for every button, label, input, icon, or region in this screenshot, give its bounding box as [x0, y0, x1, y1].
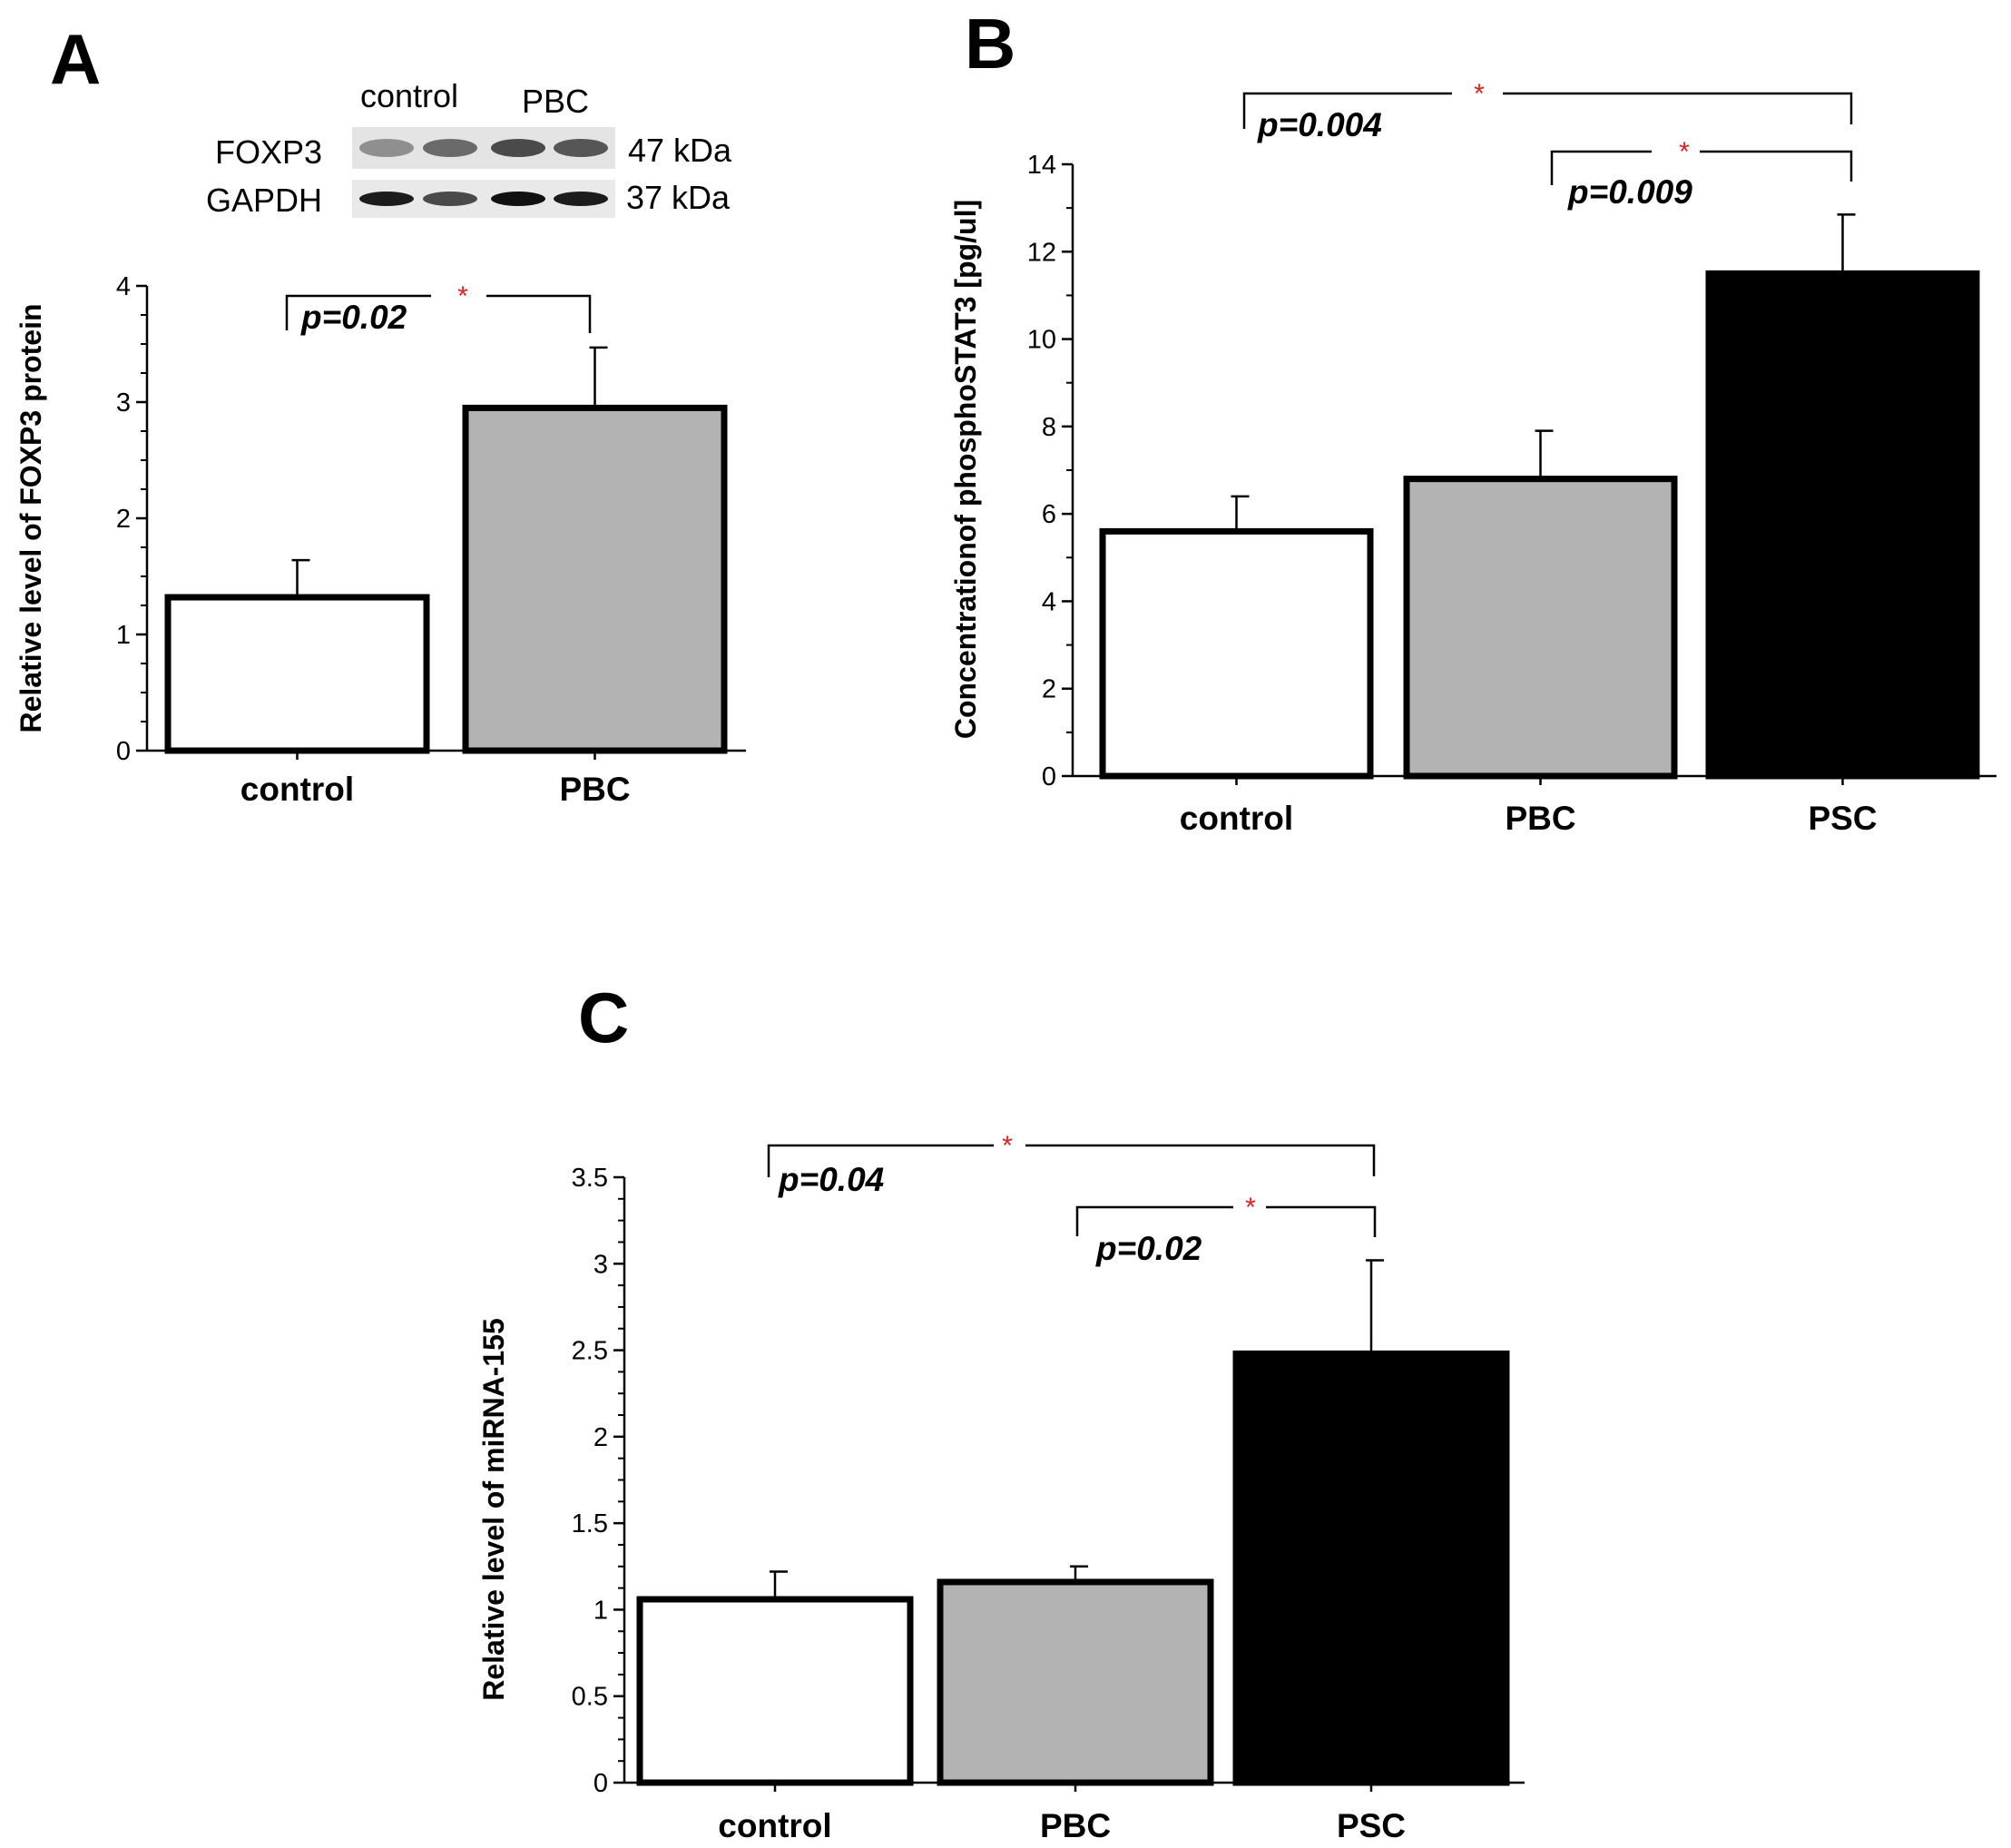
category-label-psc-b: PSC — [1808, 800, 1877, 837]
panel-label-b: B — [965, 4, 1015, 84]
blot-band-foxp3-4 — [554, 139, 608, 157]
y-tick-label-c: 2.5 — [572, 1337, 608, 1366]
y-tick-label-a: 0 — [116, 737, 131, 766]
category-label-control-b: control — [1180, 800, 1293, 837]
blot-band-foxp3-2 — [423, 139, 477, 157]
significance-bracket-c-2 — [1075, 1205, 1377, 1237]
y-tick-label-c: 0.5 — [572, 1683, 608, 1712]
y-tick-label-c: 3 — [593, 1250, 608, 1279]
significance-bracket-b-2 — [1550, 150, 1853, 185]
y-tick-label-b: 4 — [1042, 587, 1056, 616]
panel-label-c: C — [578, 978, 629, 1057]
blot-size-foxp3: 47 kDa — [628, 132, 732, 169]
y-tick-label-b: 10 — [1027, 326, 1056, 355]
blot-lane-label-pbc: PBC — [522, 83, 589, 120]
chart-panel-a: 0 1 2 3 4 Relative level of FOXP3 protein cont… — [15, 272, 746, 808]
y-axis-label-b: Concentrationof phosphoSTAT3 [pg/ul] — [949, 200, 982, 739]
chart-panel-b: 0 2 4 6 8 10 12 14 Concentrationof phosphoSTAT3 … — [949, 79, 1996, 837]
y-axis-label-a: Relative level of FOXP3 protein — [15, 303, 47, 732]
p-value-c-1: p=0.04 — [778, 1161, 884, 1198]
blot-band-foxp3-1 — [359, 139, 414, 157]
significance-star-c-1: * — [1002, 1131, 1013, 1161]
significance-bracket-a-1 — [285, 294, 592, 333]
y-tick-label-b: 14 — [1027, 151, 1056, 180]
y-tick-label-c: 3.5 — [572, 1164, 608, 1193]
significance-star-b-1: * — [1474, 79, 1485, 109]
category-label-psc-c: PSC — [1337, 1807, 1406, 1844]
p-value-b-1: p=0.004 — [1257, 106, 1382, 143]
panel-label-a: A — [50, 19, 101, 99]
bar-control-c — [636, 1596, 914, 1786]
bar-psc-b — [1705, 270, 1980, 780]
blot-row-label-gapdh: GAPDH — [206, 182, 322, 219]
category-label-pbc-b: PBC — [1505, 800, 1575, 837]
y-tick-label-c: 0 — [593, 1769, 608, 1798]
significance-star-b-2: * — [1679, 137, 1690, 167]
p-value-b-2: p=0.009 — [1567, 173, 1692, 211]
bar-pbc-a — [462, 404, 728, 754]
y-tick-label-c: 1.5 — [572, 1509, 608, 1538]
p-value-c-2: p=0.02 — [1095, 1230, 1202, 1267]
blot-band-gapdh-2 — [423, 192, 477, 206]
y-tick-label-a: 4 — [116, 272, 131, 301]
significance-bracket-c-1 — [767, 1144, 1376, 1177]
y-tick-label-a: 3 — [116, 388, 131, 418]
blot-size-gapdh: 37 kDa — [626, 179, 731, 216]
p-value-a-1: p=0.02 — [300, 299, 407, 336]
blot-row-label-foxp3: FOXP3 — [215, 133, 322, 171]
category-label-control-a: control — [240, 771, 354, 808]
y-tick-label-b: 12 — [1027, 238, 1056, 267]
category-label-pbc-a: PBC — [559, 771, 630, 808]
significance-star-a-1: * — [457, 281, 468, 311]
bar-psc-c — [1232, 1350, 1510, 1786]
y-tick-label-b: 6 — [1042, 500, 1056, 529]
bar-pbc-b — [1403, 476, 1678, 780]
bar-pbc-c — [937, 1578, 1214, 1786]
category-label-control-c: control — [718, 1807, 831, 1844]
bar-control-a — [164, 594, 430, 754]
y-tick-label-b: 2 — [1042, 675, 1056, 704]
y-axis-label-c: Relative level of miRNA-155 — [477, 1318, 510, 1701]
y-tick-label-c: 2 — [593, 1423, 608, 1452]
blot-bands — [359, 139, 608, 206]
chart-panel-c: 0 0.5 1 1.5 2 2.5 3 3.5 Relative level of miRNA-… — [477, 1131, 1525, 1844]
blot-band-gapdh-3 — [491, 192, 545, 206]
significance-bracket-b-1 — [1242, 92, 1853, 129]
blot-band-gapdh-1 — [359, 192, 414, 206]
y-tick-label-a: 1 — [116, 621, 131, 650]
blot-band-gapdh-4 — [554, 192, 608, 206]
bar-control-b — [1099, 527, 1374, 780]
y-tick-label-c: 1 — [593, 1596, 608, 1625]
blot-band-foxp3-3 — [491, 139, 545, 157]
blot-lane-label-control: control — [360, 77, 458, 114]
y-tick-label-b: 0 — [1042, 762, 1056, 791]
y-tick-label-a: 2 — [116, 505, 131, 534]
significance-star-c-2: * — [1245, 1193, 1256, 1223]
category-label-pbc-c: PBC — [1040, 1807, 1111, 1844]
y-tick-label-b: 8 — [1042, 413, 1056, 442]
western-blot: control PBC FOXP3 GAPDH 47 kDa 37 kDa — [206, 77, 732, 219]
